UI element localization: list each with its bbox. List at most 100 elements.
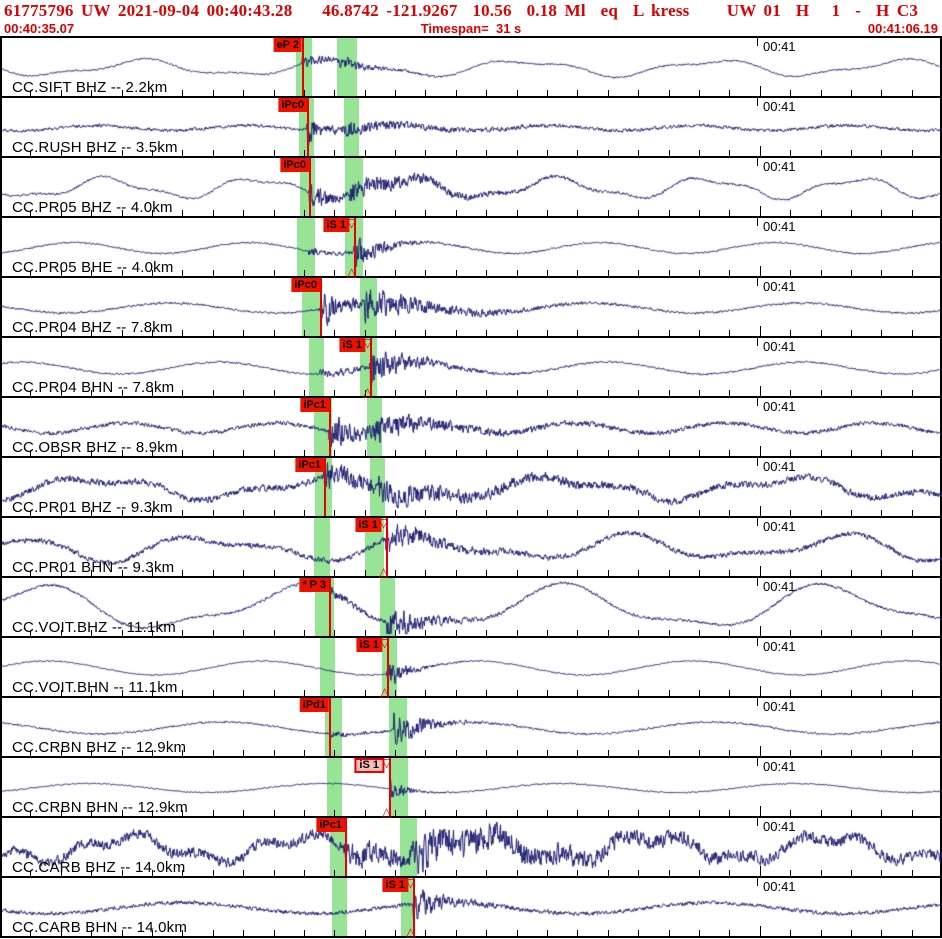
minute-tick [757,98,758,106]
waveform-trace [2,758,942,816]
minute-label: 00:41 [763,579,796,594]
waveform-trace [2,158,942,216]
pick-line[interactable] [309,158,311,216]
pick-line[interactable] [387,638,389,696]
trace-row[interactable]: 00:41 iPc0 CC.RUSH BHZ -- 3.5km [2,96,942,156]
station-label: CC.CRBN BHN -- 12.9km [12,799,188,816]
waveform-trace [2,518,942,576]
trace-row[interactable]: 00:41 ▽ △ iS 1 CC.CARB BHN -- 14.0km [2,876,942,939]
minute-tick [757,638,758,646]
waveform-trace [2,278,942,336]
pick-line[interactable] [370,338,372,396]
minute-tick [757,158,758,166]
pick-flag[interactable]: iS 1 [356,638,382,652]
pick-flag[interactable]: iS 1 [382,878,408,892]
minute-label: 00:41 [763,99,796,114]
minute-label: 00:41 [763,459,796,474]
minute-label: 00:41 [763,699,796,714]
station-label: CC.OBSR BHZ -- 8.9km [12,439,178,456]
station-label: CC.PR01 BHZ -- 9.3km [12,499,173,516]
station-label: CC.PR01 BHN -- 9.3km [12,559,175,576]
minute-label: 00:41 [763,519,796,534]
trace-row[interactable]: 00:41 iPc1 CC.CARB BHZ -- 14.0km [2,816,942,876]
station-label: CC.CARB BHN -- 14.0km [12,919,188,936]
pick-flag[interactable]: iPc1 [295,458,324,472]
s-pick-triangle-bottom-icon: △ [380,685,390,699]
station-label: CC.VOIT.BHZ -- 11.1km [12,619,176,636]
pick-flag[interactable]: eP 2 [273,38,302,52]
minute-tick [757,398,758,406]
pick-flag[interactable]: iPc1 [316,818,345,832]
s-pick-triangle-bottom-icon: △ [347,265,357,279]
pick-flag[interactable]: iPc0 [280,158,309,172]
minute-label: 00:41 [763,879,796,894]
trace-row[interactable]: 00:41 ▽ △ iS 1 CC.PR05 BHE -- 4.0km [2,216,942,279]
event-summary-line: 61775796 UW 2021-09-04 00:40:43.28 46.87… [4,1,942,20]
pick-flag[interactable]: iPc0 [278,98,307,112]
pick-line[interactable] [413,878,415,936]
pick-flag[interactable]: iS 1 [354,758,384,773]
pick-line[interactable] [354,218,356,276]
station-label: CC.CARB BHZ -- 14.0km [12,859,186,876]
s-pick-triangle-bottom-icon: △ [363,385,373,399]
waveform-trace [2,458,942,516]
minute-label: 00:41 [763,39,796,54]
minute-tick [757,578,758,586]
trace-row[interactable]: 00:41 ▽ △ iS 1 CC.VOIT.BHN -- 11.1km [2,636,942,699]
pick-line[interactable] [324,458,326,516]
pick-line[interactable] [386,518,388,576]
station-label: CC.RUSH BHZ -- 3.5km [12,139,178,156]
station-label: CC.VOIT.BHN -- 11.1km [12,679,178,696]
minute-label: 00:41 [763,639,796,654]
minute-tick [757,698,758,706]
pick-line[interactable] [329,578,331,636]
trace-row[interactable]: 00:41 * P 3 CC.VOIT.BHZ -- 11.1km [2,576,942,636]
station-label: CC.PR05 BHE -- 4.0km [12,259,174,276]
waveform-trace [2,218,942,276]
trace-row[interactable]: 00:41 ▽ △ iS 1 CC.CRBN BHN -- 12.9km [2,756,942,819]
s-pick-triangle-top-icon: ▽ [347,216,357,230]
trace-row[interactable]: 00:41 ▽ △ iS 1 CC.PR04 BHN -- 7.8km [2,336,942,399]
minute-label: 00:41 [763,399,796,414]
pick-line[interactable] [307,98,309,156]
pick-flag[interactable]: iS 1 [355,518,381,532]
minute-label: 00:41 [763,759,796,774]
minute-label: 00:41 [763,279,796,294]
waveform-trace [2,698,942,756]
waveform-trace [2,818,942,876]
s-pick-triangle-top-icon: ▽ [379,516,389,530]
pick-flag[interactable]: iPc1 [300,398,329,412]
pick-line[interactable] [389,758,391,816]
minute-tick [757,278,758,286]
s-pick-triangle-bottom-icon: △ [406,925,416,939]
minute-label: 00:41 [763,819,796,834]
pick-line[interactable] [345,818,347,876]
pick-flag[interactable]: iPc0 [291,278,320,292]
pick-flag[interactable]: * P 3 [299,578,329,592]
pick-line[interactable] [302,38,304,96]
pick-line[interactable] [329,398,331,456]
pick-flag[interactable]: iS 1 [339,338,365,352]
trace-row[interactable]: 00:41 iPc0 CC.PR04 BHZ -- 7.8km [2,276,942,336]
trace-row[interactable]: 00:41 iPd1 CC.CRBN BHZ -- 12.9km [2,696,942,756]
pick-flag[interactable]: iPd1 [299,698,329,712]
pick-flag[interactable]: iS 1 [323,218,349,232]
s-pick-triangle-top-icon: ▽ [380,636,390,650]
trace-row[interactable]: 00:41 iPc1 CC.OBSR BHZ -- 8.9km [2,396,942,456]
trace-row[interactable]: 00:41 iPc1 CC.PR01 BHZ -- 9.3km [2,456,942,516]
waveform-trace [2,578,942,636]
trace-row[interactable]: 00:41 iPc0 CC.PR05 BHZ -- 4.0km [2,156,942,216]
trace-row[interactable]: 00:41 ▽ △ iS 1 CC.PR01 BHN -- 9.3km [2,516,942,578]
station-label: CC.SIFT BHZ -- 2.2km [12,79,168,96]
minute-label: 00:41 [763,219,796,234]
s-pick-triangle-bottom-icon: △ [382,805,392,819]
station-label: CC.PR04 BHN -- 7.8km [12,379,175,396]
waveform-trace [2,398,942,456]
waveform-trace [2,338,942,396]
pick-line[interactable] [329,698,331,756]
pick-line[interactable] [320,278,322,336]
trace-row[interactable]: 00:41 eP 2 CC.SIFT BHZ -- 2.2km [2,36,942,96]
event-header: 61775796 UW 2021-09-04 00:40:43.28 46.87… [0,0,942,36]
waveform-trace [2,38,942,96]
minute-tick [757,818,758,826]
